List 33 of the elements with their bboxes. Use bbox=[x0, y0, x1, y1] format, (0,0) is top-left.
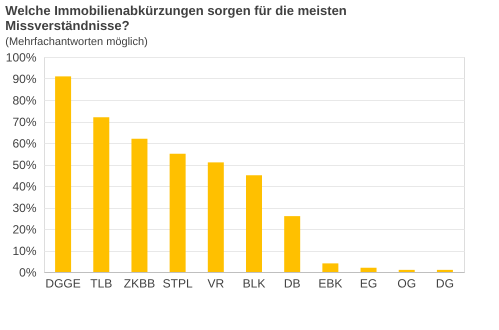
y-tick-label: 60% bbox=[12, 136, 37, 150]
bar bbox=[284, 216, 300, 272]
y-tick-label: 10% bbox=[12, 244, 37, 258]
x-tick-label: TLB bbox=[90, 276, 112, 290]
chart-subtitle: (Mehrfachantworten möglich) bbox=[5, 36, 148, 48]
y-tick-label: 90% bbox=[12, 72, 37, 86]
y-tick-label: 0% bbox=[19, 266, 37, 280]
bar bbox=[246, 175, 262, 272]
bar bbox=[322, 263, 338, 272]
x-tick-label: DB bbox=[284, 276, 301, 290]
x-tick-label: ZKBB bbox=[124, 276, 156, 290]
x-tick-label: EBK bbox=[318, 276, 342, 290]
chart-title: Welche Immobilienabkürzungen sorgen für die meisten Missverständnisse? bbox=[5, 3, 347, 33]
x-tick-label: DG bbox=[436, 276, 454, 290]
bar bbox=[360, 268, 377, 272]
x-tick-label: BLK bbox=[242, 276, 266, 290]
x-tick-label: OG bbox=[397, 276, 416, 290]
bar bbox=[131, 138, 148, 272]
bar bbox=[170, 154, 186, 272]
x-tick-label: DGGE bbox=[45, 276, 81, 290]
y-tick-label: 70% bbox=[12, 115, 37, 129]
y-tick-label: 50% bbox=[12, 158, 37, 172]
bar bbox=[93, 117, 110, 272]
bar bbox=[55, 76, 72, 272]
bar bbox=[208, 162, 224, 272]
x-tick-label: VR bbox=[207, 276, 224, 290]
y-tick-label: 80% bbox=[12, 94, 37, 108]
x-tick-label: EG bbox=[360, 276, 378, 290]
y-tick-label: 100% bbox=[6, 50, 37, 64]
y-tick-label: 30% bbox=[12, 201, 37, 215]
y-tick-label: 40% bbox=[12, 180, 37, 194]
x-tick-label: STPL bbox=[162, 276, 193, 290]
y-tick-label: 20% bbox=[12, 222, 37, 236]
